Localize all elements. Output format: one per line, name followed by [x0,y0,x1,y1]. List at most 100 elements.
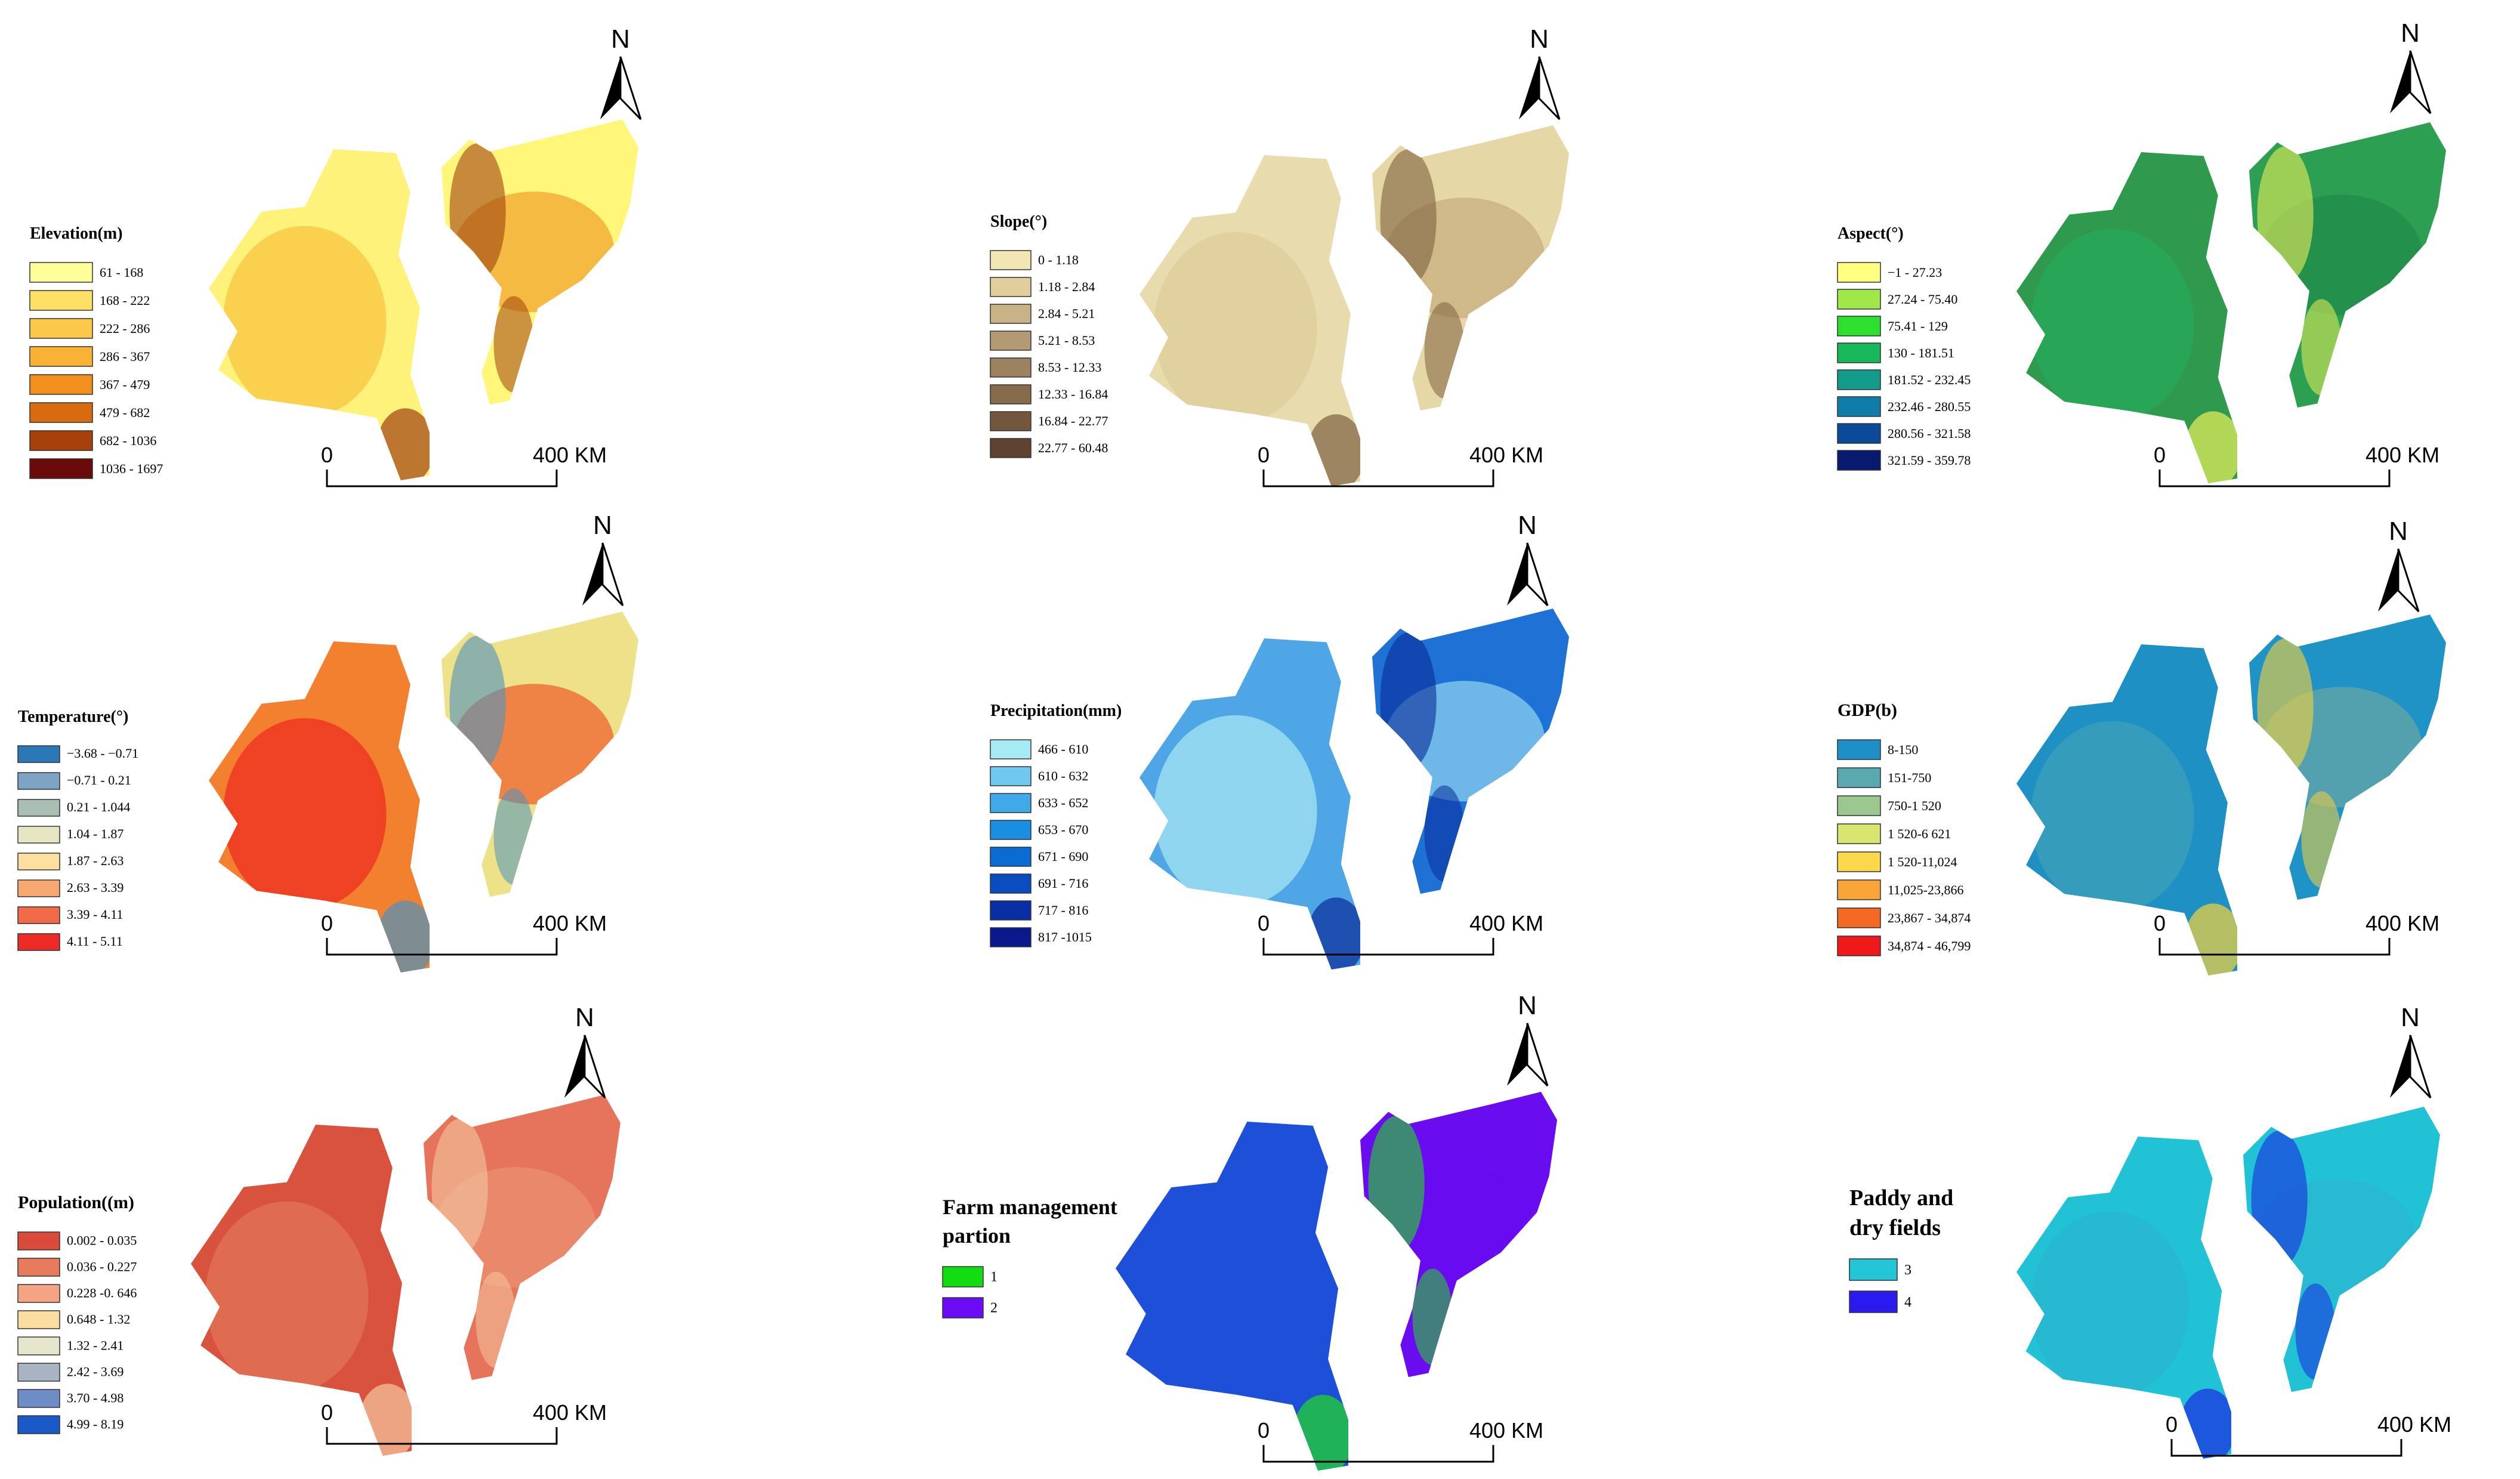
precipitation-legend-label: 633 - 652 [1038,795,1088,810]
elevation-map-left [209,149,430,480]
north-arrow-icon: N [1507,511,1549,607]
population-map-left [191,1125,412,1456]
temperature-legend-swatch [17,826,60,844]
scale-bar: 0 400 KM [2166,1412,2451,1457]
north-arrow-icon: N [582,511,624,607]
population-legend-swatch [17,1336,60,1356]
precipitation-legend-label: 691 - 716 [1038,876,1088,891]
panel-farm: Farm management partion 1 2 N 0 400 KM [942,991,1557,1471]
temperature-legend: Temperature(°) −3.68 - −0.71 −0.71 - 0.21 0… [17,708,138,951]
precipitation-legend-swatch [990,739,1032,759]
population-legend-label: 3.70 - 4.98 [67,1391,123,1406]
precipitation-legend-label: 717 - 816 [1038,903,1088,918]
slope-legend: Slope(°) 0 - 1.18 1.18 - 2.84 2.84 - 5.21 5.… [990,212,1108,458]
panel-temperature: Temperature(°) −3.68 - −0.71 −0.71 - 0.21 0… [17,511,638,972]
paddy-legend-swatch [1849,1290,1898,1313]
paddy-map-left [2016,1137,2231,1459]
temperature-legend-label: 0.21 - 1.044 [67,799,130,814]
elevation-legend-swatch [29,374,93,395]
aspect-legend-swatch [1837,289,1881,310]
paddy-legend-label: 4 [1904,1295,1911,1310]
slope-legend-title: Slope(°) [990,212,1047,231]
precipitation-legend-label: 466 - 610 [1038,742,1088,757]
scale-bar: 0 400 KM [1258,443,1543,487]
slope-legend-label: 12.33 - 16.84 [1038,387,1108,402]
gdp-legend-label: 151-750 [1888,770,1931,785]
precipitation-legend-label: 671 - 690 [1038,849,1088,864]
slope-legend-swatch [990,331,1032,351]
gdp-legend-swatch [1837,739,1881,760]
aspect-legend-label: 27.24 - 75.40 [1888,292,1957,307]
elevation-legend-label: 286 - 367 [100,349,150,364]
population-legend-label: 0.228 -0. 646 [67,1286,137,1301]
elevation-map-right [441,119,638,405]
farm-map-right [1360,1092,1557,1378]
temperature-legend-swatch [17,933,60,951]
gdp-legend-swatch [1837,823,1881,844]
slope-legend-label: 0 - 1.18 [1038,252,1079,267]
elevation-legend-swatch [29,402,93,423]
scale-end-label: 400 KM [533,1400,607,1425]
gdp-legend-swatch [1837,935,1881,956]
temperature-legend-swatch [17,853,60,870]
gdp-legend-label: 23,867 - 34,874 [1888,910,1971,925]
temperature-legend-swatch [17,745,60,763]
panel-gdp: GDP(b) 8-150 151-750 750-1 520 1 520-6 621 1 … [1837,517,2446,975]
precipitation-map-right [1372,609,1569,894]
gdp-legend-label: 8-150 [1888,742,1918,757]
panel-paddy: Paddy and dry fields 3 4 N 0 400 KM [1849,1003,2451,1459]
temperature-legend-label: 4.11 - 5.11 [67,934,123,949]
scale-end-label: 400 KM [1469,443,1543,467]
slope-legend-label: 5.21 - 8.53 [1038,333,1095,348]
gdp-legend-swatch [1837,851,1881,872]
scale-end-label: 400 KM [1469,1418,1543,1443]
precipitation-legend-label: 610 - 632 [1038,768,1088,783]
north-label: N [1530,24,1549,54]
scale-bar: 0 400 KM [2154,911,2439,956]
population-legend-label: 0.002 - 0.035 [67,1233,137,1248]
temperature-legend-label: 3.39 - 4.11 [67,907,123,922]
aspect-legend-label: 280.56 - 321.58 [1888,426,1971,441]
aspect-legend-label: 232.46 - 280.55 [1888,399,1971,414]
scale-start-label: 0 [1258,443,1270,467]
slope-legend-label: 16.84 - 22.77 [1038,413,1108,428]
slope-map-right [1372,125,1569,411]
temperature-map-left [209,641,430,972]
elevation-legend-swatch [29,318,93,339]
farm-map-left [1116,1122,1349,1471]
panel-population: Population((m) 0.002 - 0.035 0.036 - 0.227… [17,1003,620,1456]
precipitation-legend-swatch [990,820,1032,840]
aspect-legend-swatch [1837,342,1881,363]
panel-elevation: Elevation(m) 61 - 168 168 - 222 222 - 286 28… [29,24,642,487]
scale-end-label: 400 KM [2365,911,2439,935]
precipitation-legend-swatch [990,900,1032,921]
aspect-legend-label: 75.41 - 129 [1888,319,1948,334]
scale-end-label: 400 KM [2365,443,2439,467]
panel-precipitation: Precipitation(mm) 466 - 610 610 - 632 633 -… [990,511,1569,969]
farm-legend-label: 1 [990,1269,998,1285]
precipitation-legend-swatch [990,873,1032,894]
aspect-legend-swatch [1837,423,1881,444]
gdp-legend-swatch [1837,907,1881,928]
farm-legend-label: 2 [990,1300,998,1316]
scale-bar: 0 400 KM [2154,443,2439,487]
paddy-map-right [2243,1107,2440,1392]
precipitation-legend-swatch [990,927,1032,947]
population-legend-swatch [17,1231,60,1250]
north-arrow-icon: N [2378,517,2420,613]
elevation-legend-swatch [29,458,93,479]
population-map-right [424,1095,620,1381]
north-arrow-icon: N [2390,18,2432,115]
precipitation-legend-label: 817 -1015 [1038,930,1092,944]
scale-end-label: 400 KM [1469,911,1543,935]
slope-map-left [1139,155,1360,486]
precipitation-legend-swatch [990,766,1032,786]
paddy-legend-swatch [1849,1258,1898,1281]
temperature-legend-label: −3.68 - −0.71 [67,746,138,761]
precipitation-legend-swatch [990,793,1032,813]
scale-bar: 0 400 KM [321,1400,607,1445]
north-label: N [1518,511,1537,540]
population-legend-label: 0.648 - 1.32 [67,1312,130,1327]
paddy-legend-title: dry fields [1849,1215,1941,1240]
